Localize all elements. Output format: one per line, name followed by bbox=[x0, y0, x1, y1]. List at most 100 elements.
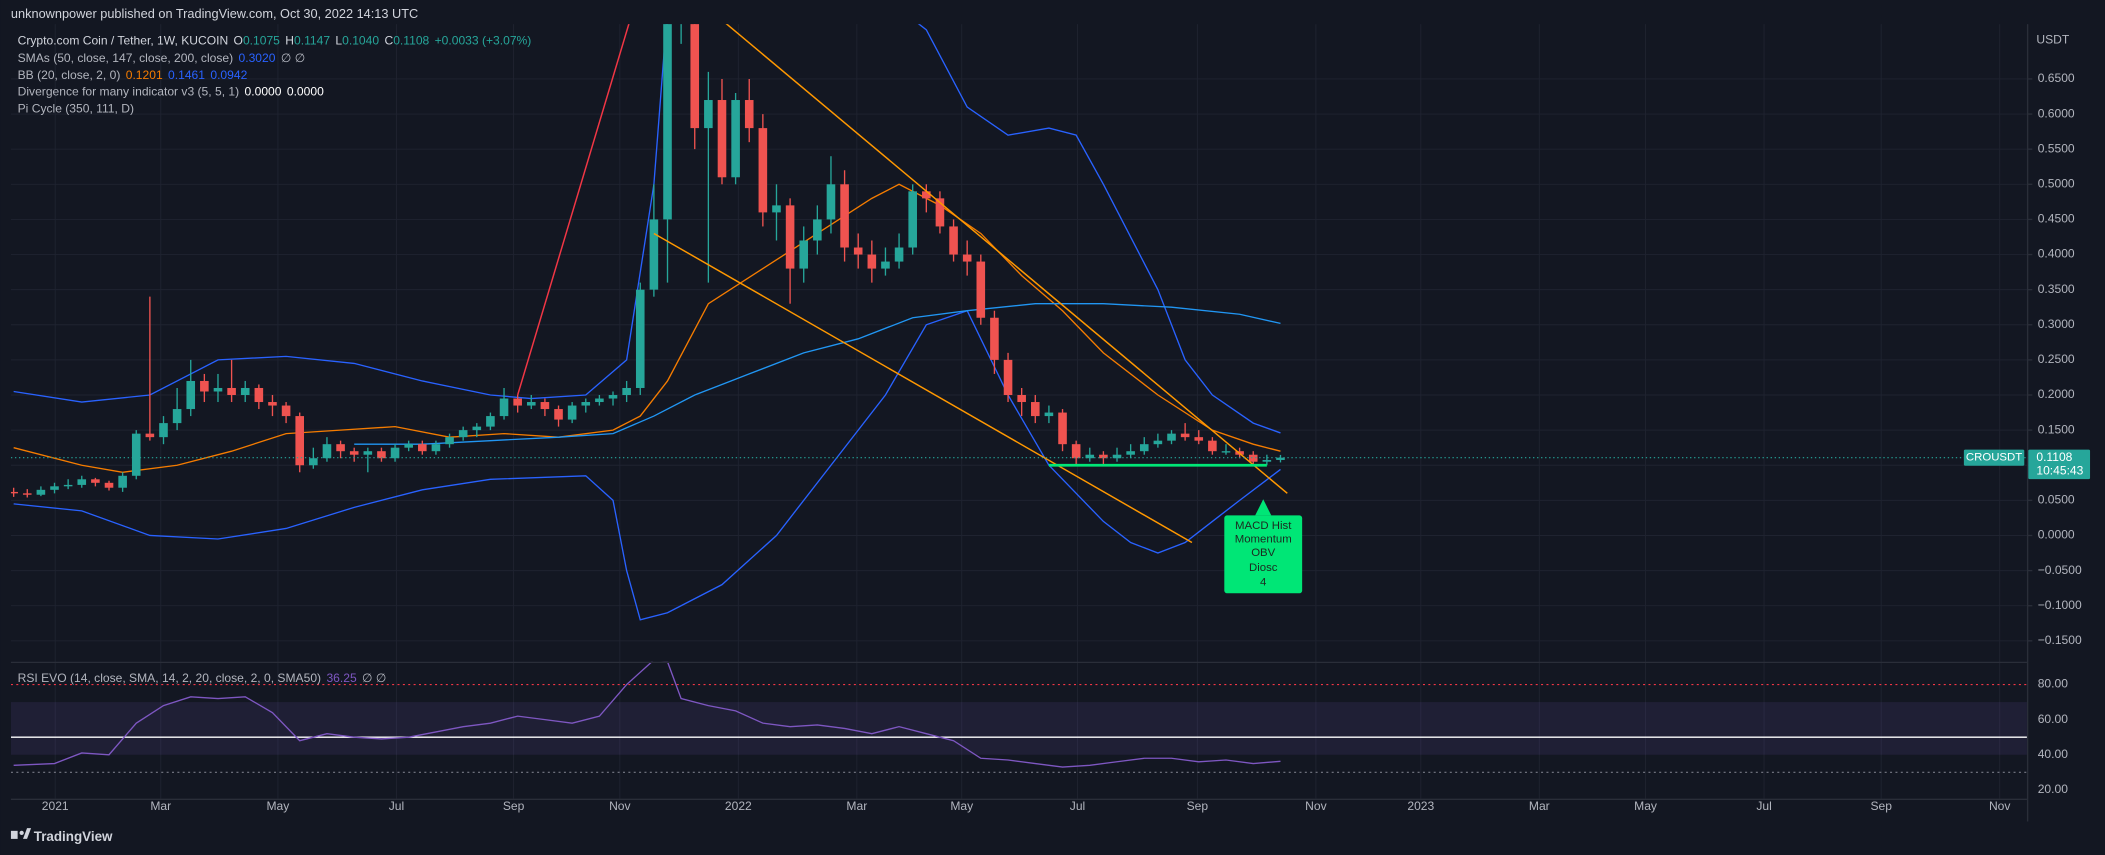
candle-body bbox=[309, 458, 318, 466]
candle-body bbox=[227, 387, 236, 396]
x-tick-label: Jul bbox=[389, 799, 404, 813]
y-tick-label: 0.4000 bbox=[2038, 247, 2075, 261]
candle-body bbox=[704, 100, 713, 129]
candle-body bbox=[159, 423, 168, 438]
candle-body bbox=[635, 289, 645, 388]
legend-item: RSI EVO (14, close, SMA, 14, 2, 20, clos… bbox=[18, 671, 321, 685]
legend-item: ∅ ∅ bbox=[362, 671, 386, 685]
candle-body bbox=[826, 184, 836, 220]
candle-body bbox=[22, 493, 32, 495]
candle-body bbox=[608, 395, 618, 399]
legend-line: BB (20, close, 2, 0) 0.1201 0.1461 0.0942 bbox=[18, 68, 248, 82]
candle-body bbox=[472, 426, 482, 431]
candle-body bbox=[281, 405, 291, 417]
candle-body bbox=[663, 24, 672, 220]
candle-body bbox=[1071, 444, 1081, 459]
legend-line: Divergence for many indicator v3 (5, 5, … bbox=[18, 85, 324, 99]
candle-body bbox=[172, 409, 182, 424]
candle-body bbox=[554, 409, 563, 420]
candle-body bbox=[349, 451, 359, 455]
legend-item: 36.25 bbox=[326, 671, 357, 685]
candle-body bbox=[404, 444, 413, 448]
candle-body bbox=[322, 444, 332, 459]
candle-body bbox=[377, 451, 386, 459]
annotation-text: 4 bbox=[1260, 577, 1266, 589]
legend-item: L bbox=[335, 34, 342, 48]
candle-body bbox=[595, 398, 604, 403]
candle-body bbox=[213, 387, 223, 392]
candle-body bbox=[10, 491, 18, 494]
y-tick-label: 40.00 bbox=[2038, 747, 2069, 761]
candle-body bbox=[1017, 395, 1026, 403]
candle-body bbox=[1099, 454, 1108, 459]
symbol-label: CROUSDT bbox=[1966, 452, 2022, 464]
candle-body bbox=[867, 254, 877, 269]
y-tick-label: 0.1500 bbox=[2038, 422, 2075, 436]
candle-body bbox=[77, 479, 87, 485]
rsi-band bbox=[10, 702, 2027, 755]
rsi-panel bbox=[10, 661, 2027, 773]
candle-body bbox=[445, 437, 454, 445]
candle-body bbox=[976, 261, 986, 318]
candle-body bbox=[36, 489, 46, 495]
y-tick-label: 20.00 bbox=[2038, 782, 2069, 796]
y-tick-label: 0.4500 bbox=[2038, 212, 2075, 226]
legend-item: Pi Cycle (350, 111, D) bbox=[18, 102, 134, 116]
candle-body bbox=[567, 405, 577, 420]
legend-line: RSI EVO (14, close, SMA, 14, 2, 20, clos… bbox=[18, 671, 387, 685]
candle-body bbox=[853, 247, 863, 255]
x-tick-label: Nov bbox=[609, 799, 630, 813]
legend-item: 0.1201 bbox=[126, 68, 163, 82]
candle-body bbox=[990, 317, 999, 360]
rsi-line bbox=[13, 661, 1281, 768]
countdown-label: 10:45:43 bbox=[2036, 463, 2083, 477]
x-tick-label: Sep bbox=[503, 799, 525, 813]
indicator-line bbox=[13, 183, 1281, 473]
candle-body bbox=[91, 479, 100, 483]
x-tick-label: Nov bbox=[1989, 799, 2010, 813]
indicator-line bbox=[13, 309, 1281, 621]
candle-body bbox=[1112, 454, 1122, 459]
candle-body bbox=[200, 380, 209, 392]
x-tick-label: Mar bbox=[150, 799, 171, 813]
price-label-box bbox=[2028, 449, 2091, 480]
candle-body bbox=[881, 261, 890, 269]
candle-body bbox=[758, 128, 768, 213]
y-tick-label: 0.3500 bbox=[2038, 282, 2075, 296]
y-tick-label: 0.2500 bbox=[2038, 352, 2075, 366]
x-tick-label: Nov bbox=[1305, 799, 1326, 813]
y-tick-label: 0.5000 bbox=[2038, 176, 2075, 190]
candle-body bbox=[908, 191, 917, 248]
candle-body bbox=[431, 444, 441, 452]
y-tick-label: −0.0500 bbox=[2038, 563, 2082, 577]
legend-item: O bbox=[234, 34, 243, 48]
candle-body bbox=[118, 475, 127, 488]
axis-unit: USDT bbox=[2036, 32, 2070, 46]
y-tick-label: 0.6500 bbox=[2038, 71, 2075, 85]
legend-item: 0.0942 bbox=[210, 68, 247, 82]
y-tick-label: −0.1500 bbox=[2038, 633, 2082, 647]
candle-body bbox=[526, 402, 536, 406]
legend-item: +0.0033 (+3.07%) bbox=[435, 34, 532, 48]
candle-body bbox=[622, 387, 631, 396]
logo-mark bbox=[19, 830, 24, 836]
candle-body bbox=[649, 219, 659, 290]
legend-item: 0.1147 bbox=[294, 34, 330, 48]
candle-body bbox=[240, 387, 250, 396]
logo-mark bbox=[23, 828, 32, 839]
legend-item: Divergence for many indicator v3 (5, 5, … bbox=[18, 85, 240, 99]
logo bbox=[10, 828, 32, 839]
candle-body bbox=[1276, 457, 1285, 460]
annotation-pointer bbox=[1255, 499, 1272, 516]
symbol-label-box bbox=[1963, 449, 2025, 466]
legend-item: 0.3020 bbox=[239, 51, 276, 65]
annotation-text: OBV bbox=[1251, 547, 1275, 559]
candle-body bbox=[1180, 433, 1190, 438]
candle-body bbox=[458, 430, 468, 438]
x-tick-label: Jul bbox=[1070, 799, 1085, 813]
candle-body bbox=[513, 398, 522, 406]
candle-body bbox=[1208, 440, 1217, 452]
x-tick-label: 2022 bbox=[725, 799, 752, 813]
candle-body bbox=[731, 100, 740, 178]
